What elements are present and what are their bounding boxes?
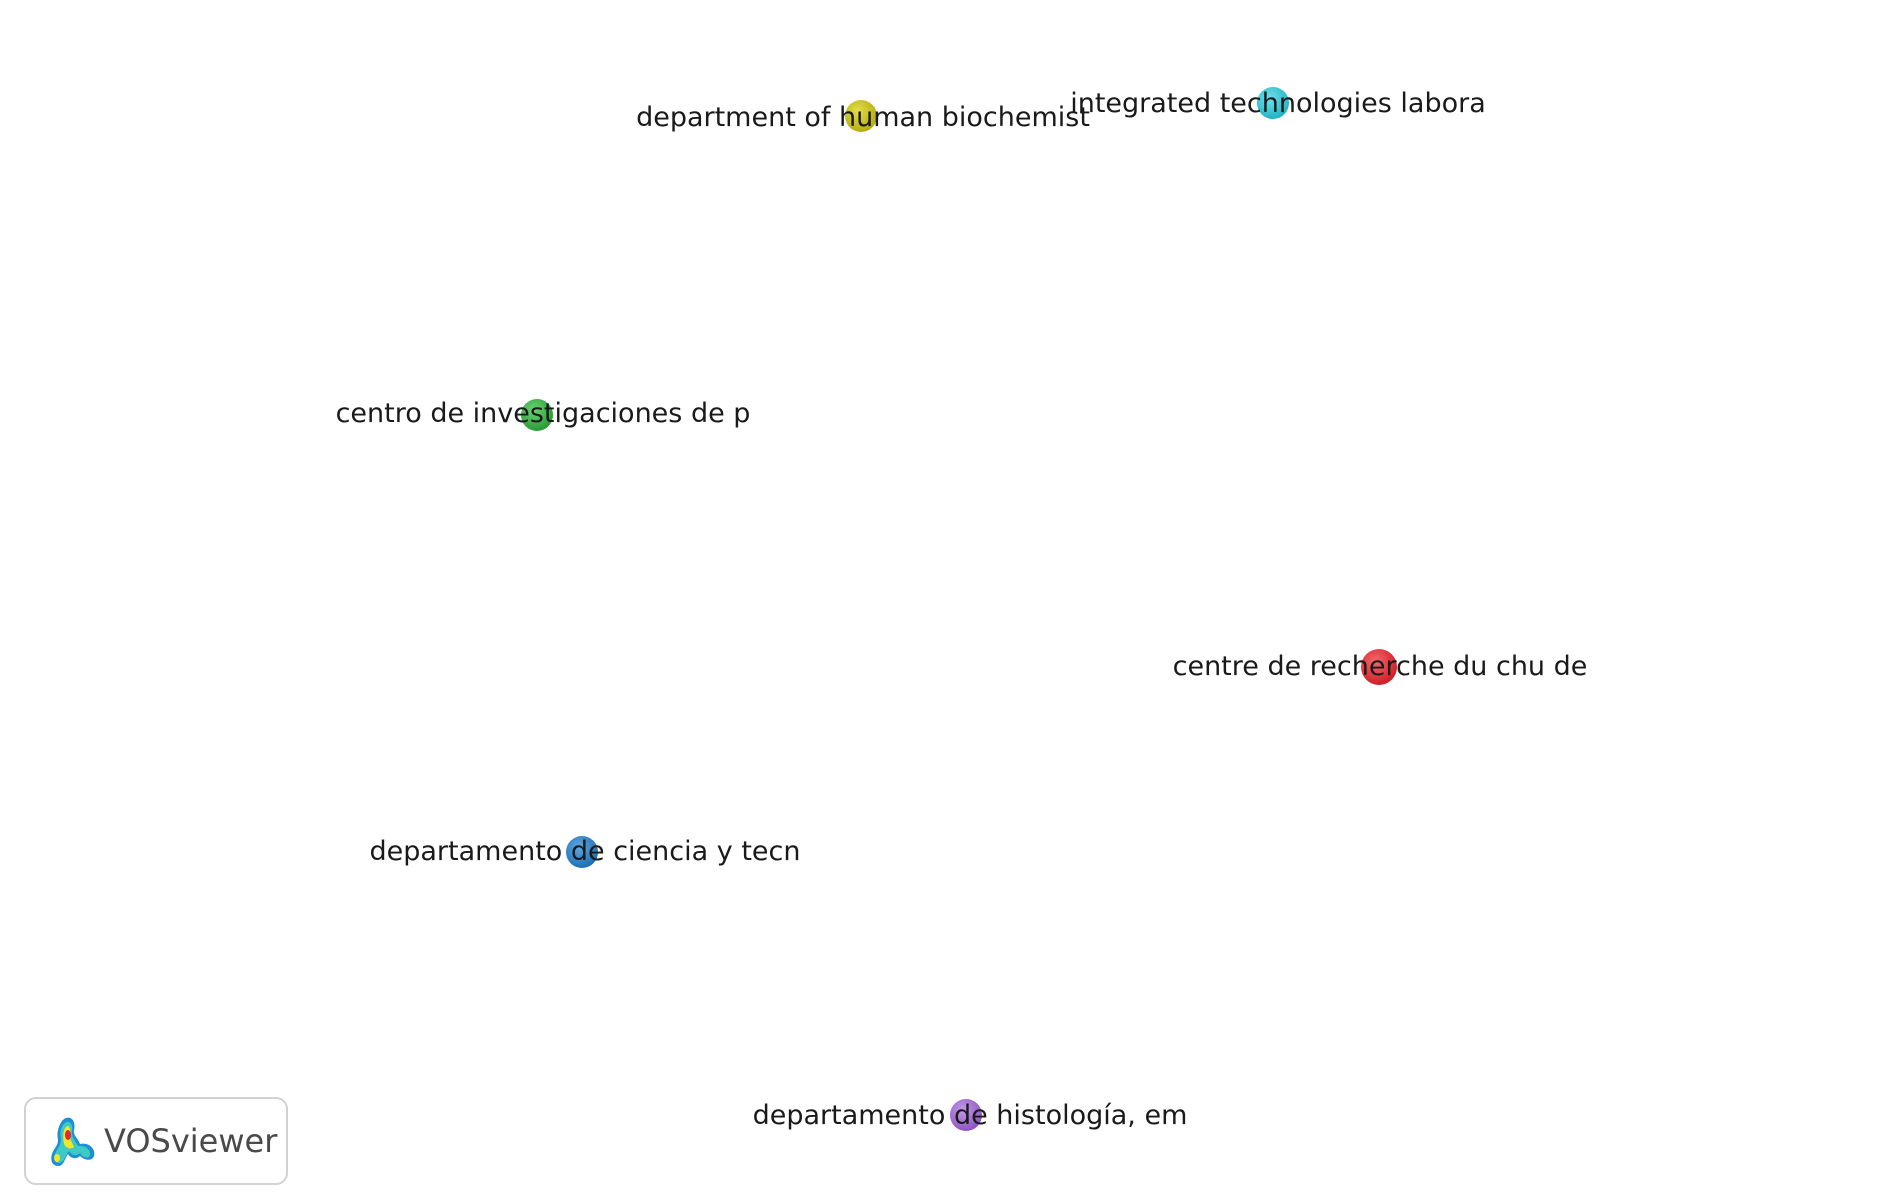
node-label: centro de investigaciones de p — [336, 398, 751, 429]
node-circle[interactable] — [950, 1099, 982, 1131]
vosviewer-logo-text: VOSviewer — [104, 1122, 278, 1160]
node-departamento-de-ciencia-y-tecn[interactable]: departamento de ciencia y tecn — [370, 836, 801, 868]
node-integrated-technologies-labora[interactable]: integrated technologies labora — [1070, 87, 1486, 119]
node-label: departamento de histología, em — [753, 1100, 1188, 1131]
node-centre-de-recherche-du-chu-de[interactable]: centre de recherche du chu de — [1173, 649, 1588, 685]
node-label: departamento de ciencia y tecn — [370, 836, 801, 867]
vosviewer-logo[interactable]: VOSviewer — [24, 1097, 288, 1185]
node-circle[interactable] — [521, 399, 553, 431]
node-label: centre de recherche du chu de — [1173, 651, 1588, 682]
node-departamento-de-histologia-em[interactable]: departamento de histología, em — [753, 1099, 1188, 1131]
node-circle[interactable] — [1361, 649, 1397, 685]
node-department-of-human-biochemist[interactable]: department of human biochemist — [636, 100, 1090, 133]
node-label: integrated technologies labora — [1070, 88, 1486, 119]
node-centro-de-investigaciones-de-p[interactable]: centro de investigaciones de p — [336, 398, 751, 431]
node-circle[interactable] — [566, 836, 598, 868]
vosviewer-logo-icon — [51, 1117, 95, 1166]
node-circle[interactable] — [1257, 87, 1289, 119]
node-label: department of human biochemist — [636, 102, 1090, 133]
node-circle[interactable] — [845, 100, 877, 132]
